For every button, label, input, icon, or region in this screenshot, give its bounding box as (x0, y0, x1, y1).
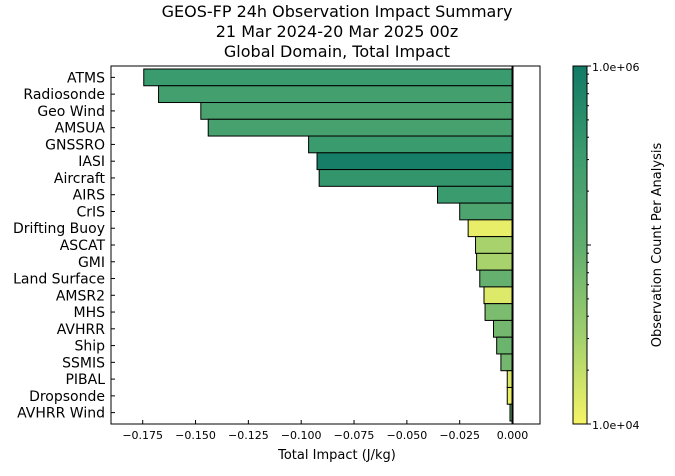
x-tick-label: −0.100 (281, 429, 322, 442)
bar-ship (496, 336, 514, 355)
x-tick-label: −0.150 (175, 429, 216, 442)
colorbar-ticks (587, 65, 591, 425)
category-label: ATMS (67, 70, 105, 86)
x-tick-label: −0.025 (439, 429, 480, 442)
category-label: GNSSRO (45, 137, 105, 153)
bar-mhs (484, 303, 514, 321)
category-label: Geo Wind (37, 104, 105, 120)
bar-amsr2 (483, 286, 514, 305)
category-label: Drifting Buoy (13, 221, 105, 237)
bar-gmi (476, 252, 514, 271)
x-tick-label: −0.175 (122, 429, 163, 442)
x-axis-ticks: −0.175 −0.150 −0.125 −0.100 −0.075 −0.050 −0.0… (122, 420, 528, 442)
title-line-3: Global Domain, Total Impact (224, 42, 450, 61)
colorbar: 1.0e+06 1.0e+04 Observation Count Per An… (572, 61, 665, 432)
bar-atms (143, 68, 514, 87)
category-label: AVHRR Wind (17, 406, 105, 422)
bar-land-surface (479, 269, 514, 288)
bar-gnssro (308, 135, 514, 154)
category-label: Radiosonde (23, 87, 105, 103)
bar-iasi (316, 152, 514, 171)
category-label: CrIS (76, 204, 105, 220)
bar-radiosonde (158, 85, 514, 104)
bar-ssmis (500, 353, 514, 372)
x-tick-label: −0.050 (387, 429, 428, 442)
x-tick-label: −0.075 (334, 429, 375, 442)
bar-cris (459, 202, 514, 221)
category-label: SSMIS (62, 355, 105, 371)
bars-group (143, 66, 514, 424)
x-tick-label: −0.125 (228, 429, 269, 442)
x-tick-label: 0.000 (497, 429, 529, 442)
bar-drifting-buoy (467, 219, 514, 238)
bar-amsua (207, 118, 514, 137)
category-label: IASI (78, 154, 105, 170)
category-label: GMI (78, 255, 105, 271)
bar-airs (437, 185, 514, 204)
colorbar-gradient (572, 65, 588, 425)
category-label: PIBAL (65, 372, 105, 388)
bar-avhrr (493, 319, 514, 338)
category-label: AMSUA (55, 121, 106, 137)
category-label: Aircraft (54, 171, 106, 187)
category-label: MHS (74, 305, 106, 321)
colorbar-tick-max: 1.0e+06 (592, 61, 639, 74)
chart-title: GEOS-FP 24h Observation Impact Summary 2… (162, 2, 513, 61)
x-axis-label: Total Impact (J/kg) (277, 448, 396, 463)
colorbar-label: Observation Count Per Analysis (650, 143, 665, 348)
title-line-1: GEOS-FP 24h Observation Impact Summary (162, 2, 513, 21)
category-label: ASCAT (60, 238, 106, 254)
bar-aircraft (318, 169, 514, 187)
bar-geo-wind (200, 102, 514, 120)
category-label: AMSR2 (56, 288, 105, 304)
plot-frame (110, 65, 541, 425)
category-label: AVHRR (57, 322, 106, 338)
category-label: Land Surface (13, 272, 105, 288)
category-label: Dropsonde (29, 389, 105, 405)
bar-ascat (475, 236, 514, 254)
category-label: Ship (74, 339, 105, 355)
category-label: AIRS (73, 188, 105, 204)
title-line-2: 21 Mar 2024-20 Mar 2025 00z (216, 22, 459, 41)
colorbar-tick-min: 1.0e+04 (592, 419, 639, 432)
